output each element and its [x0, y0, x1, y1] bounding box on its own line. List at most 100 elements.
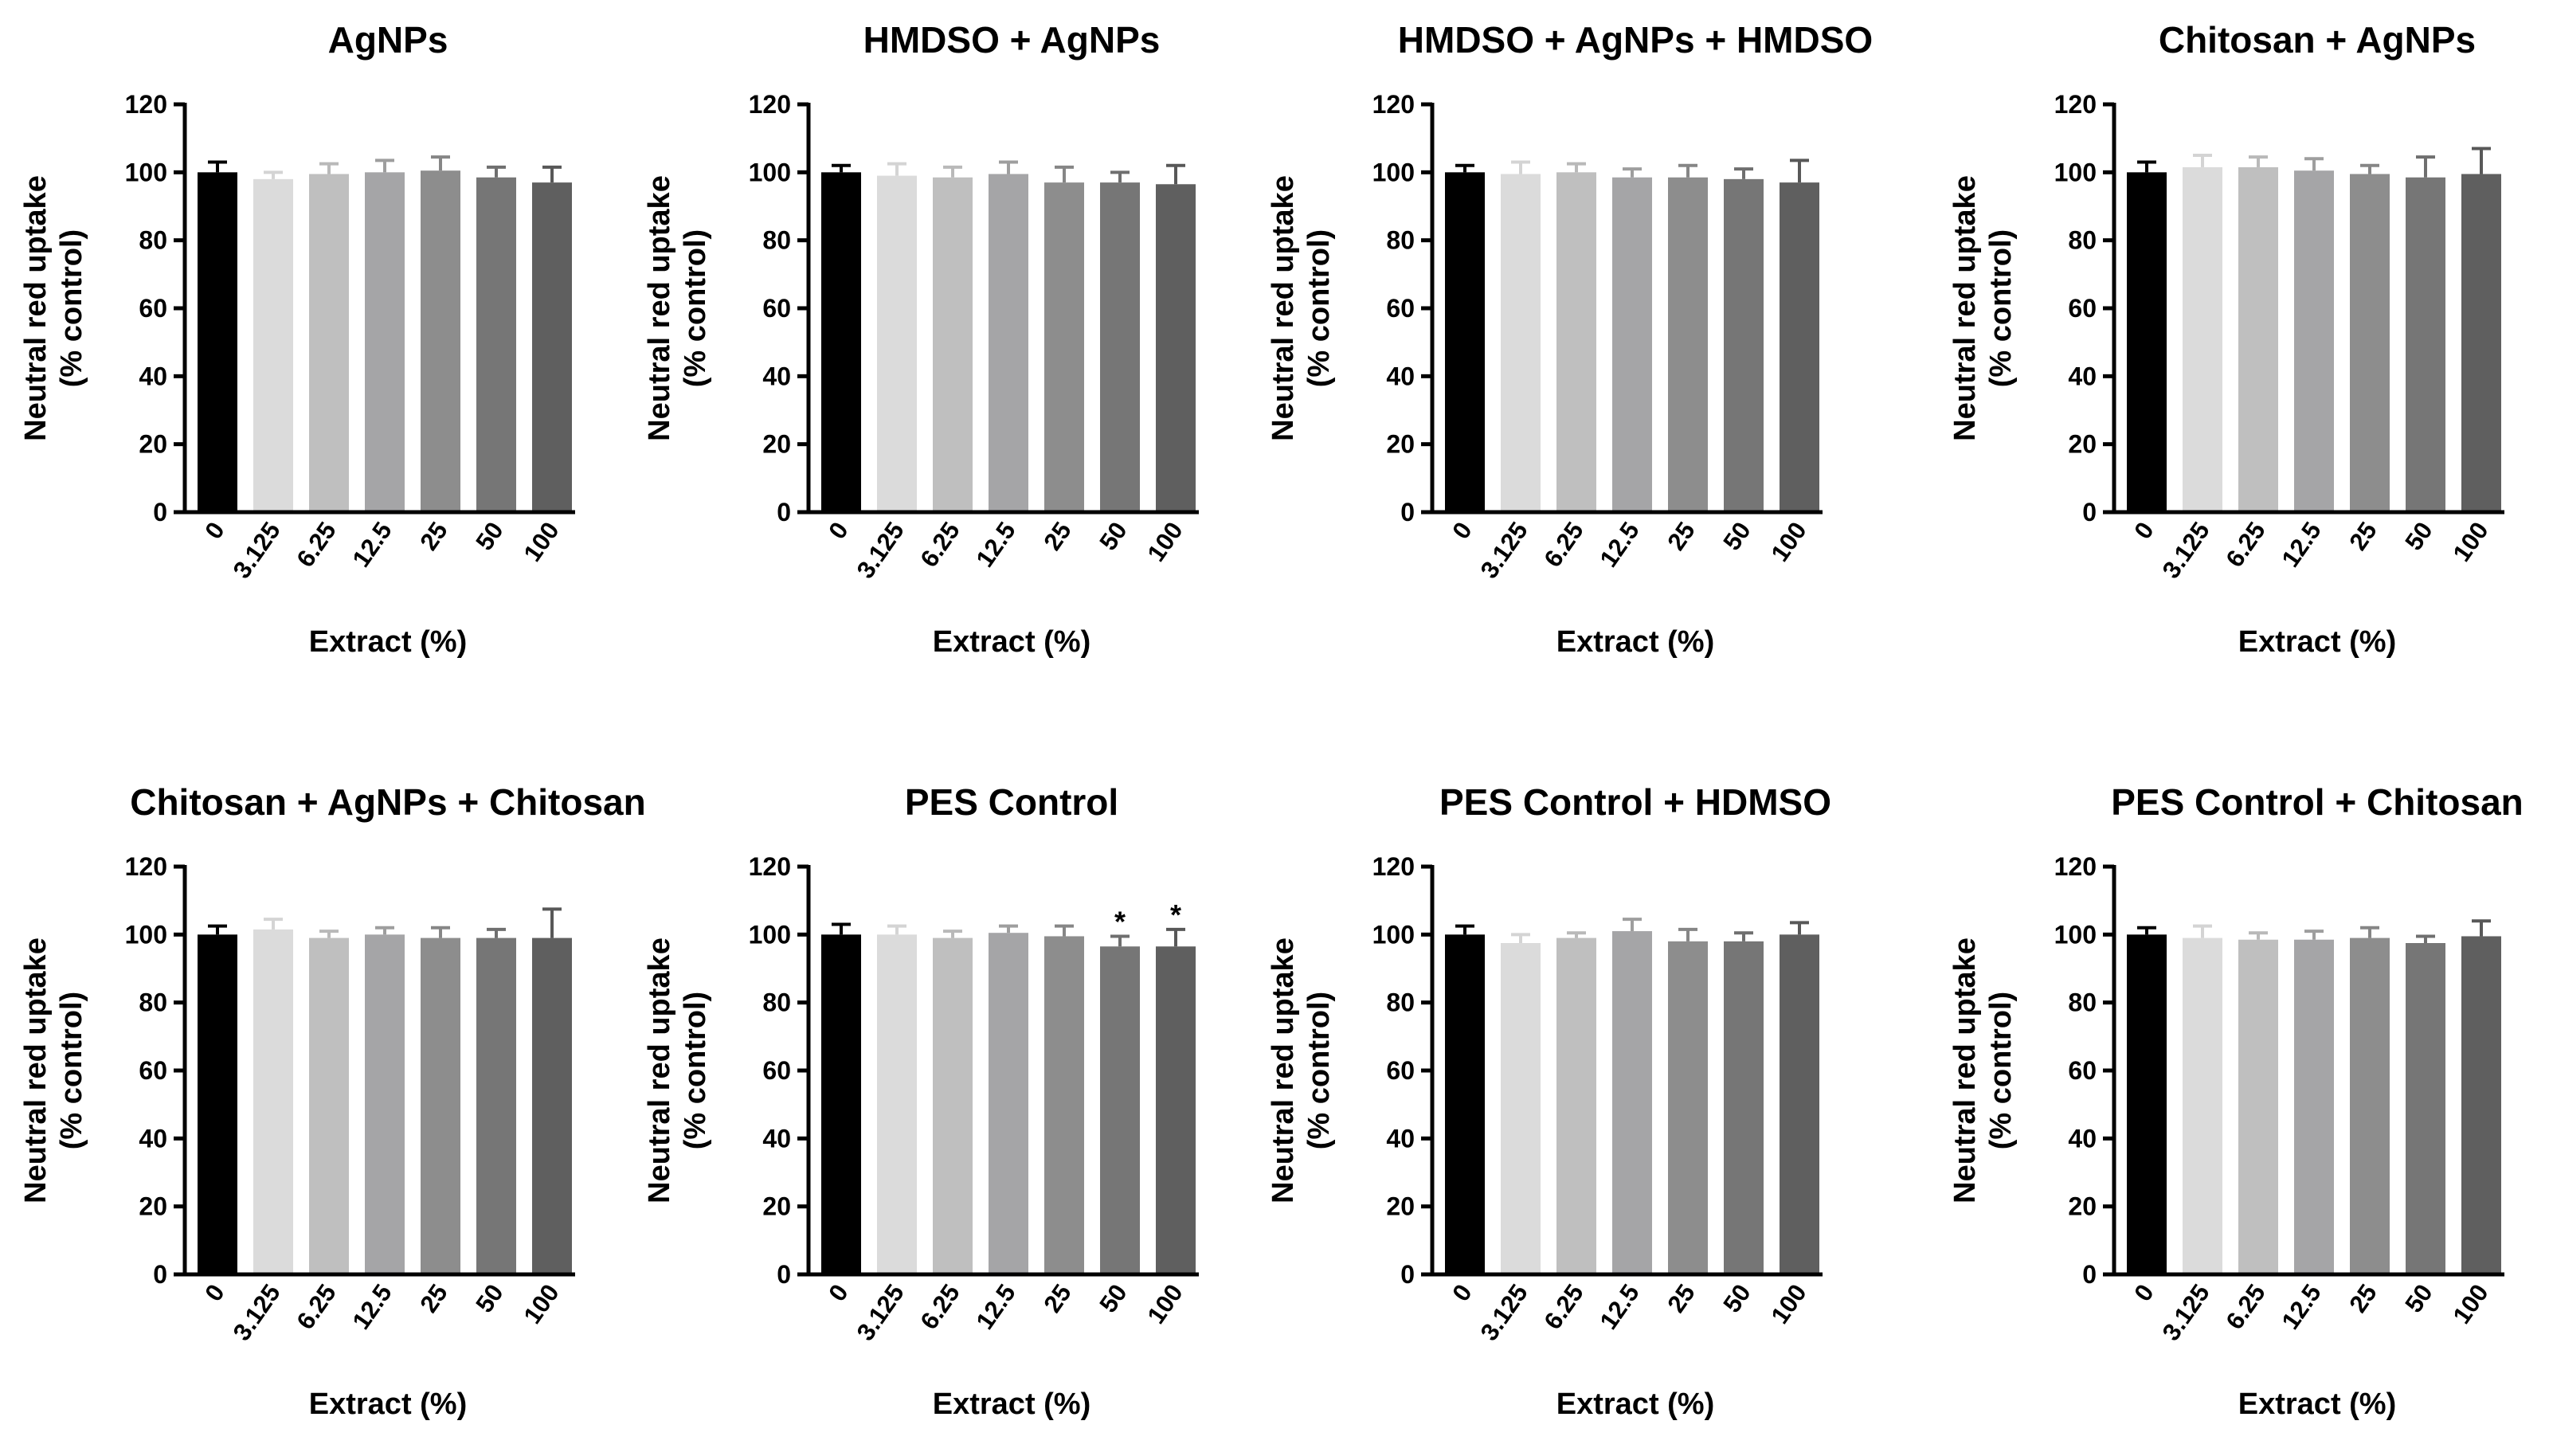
- x-tick-label: 25: [2343, 1279, 2382, 1317]
- bar: [1556, 172, 1596, 513]
- y-tick-label: 80: [2068, 226, 2097, 255]
- x-tick-label: 6.25: [1538, 1279, 1588, 1335]
- y-tick-label: 0: [777, 1260, 791, 1289]
- x-tick-label: 50: [1094, 517, 1132, 555]
- bar: [877, 175, 917, 512]
- x-tick-label: 0: [823, 1279, 854, 1306]
- x-tick-label: 3.125: [2157, 1279, 2215, 1346]
- y-tick-label: 0: [777, 498, 791, 526]
- chart-panel: PES Control Neutral red uptake (% control)…: [643, 781, 1199, 1421]
- y-tick-label: 120: [125, 90, 167, 119]
- y-tick-label: 60: [139, 294, 167, 323]
- x-axis-label: Extract (%): [1556, 625, 1715, 659]
- y-tick-label: 80: [2068, 988, 2097, 1017]
- chart-panel: HMDSO + AgNPs + HMDSO Neutral red uptake(…: [1267, 19, 1873, 659]
- x-axis-label: Extract (%): [2238, 1388, 2397, 1421]
- bar: [1100, 946, 1140, 1274]
- y-tick-label: 0: [1400, 498, 1415, 526]
- chart-title: PES Control: [905, 781, 1118, 823]
- chart-panel: Chitosan + AgNPs Neutral red uptake (% con…: [1948, 19, 2504, 659]
- y-tick-label: 20: [1386, 430, 1415, 459]
- x-tick-label: 0: [199, 517, 230, 544]
- y-tick-label: 100: [749, 158, 791, 186]
- bar: [933, 937, 973, 1274]
- x-tick-label: 6.25: [2220, 1279, 2270, 1335]
- bar: [1156, 946, 1196, 1274]
- y-tick-label: 20: [139, 430, 167, 459]
- bar: [1612, 177, 1652, 512]
- bar: [1445, 172, 1485, 513]
- chart-title: Chitosan + AgNPs + Chitosan: [130, 781, 646, 823]
- x-axis-label: Extract (%): [1556, 1388, 1715, 1421]
- y-axis-label-line2: (% control): [1984, 992, 2018, 1149]
- chart-panel: PES Control + Chitosan Neutral red uptake…: [1948, 781, 2524, 1421]
- y-tick-label: 100: [125, 920, 167, 949]
- bar: [2294, 939, 2334, 1274]
- y-axis-label-line1: Neutral red uptake: [19, 937, 53, 1204]
- y-tick-label: 0: [153, 498, 167, 526]
- bar: [253, 178, 293, 512]
- bar: [821, 934, 861, 1274]
- y-tick-label: 100: [1372, 158, 1415, 186]
- y-tick-label: 80: [762, 226, 791, 255]
- y-tick-label: 80: [1386, 988, 1415, 1017]
- chart-title: HMDSO + AgNPs: [863, 19, 1161, 61]
- x-tick-label: 50: [2399, 517, 2437, 555]
- x-tick-label: 100: [2447, 1279, 2493, 1329]
- x-tick-label: 25: [414, 1279, 452, 1317]
- x-tick-label: 3.125: [228, 1279, 286, 1346]
- x-tick-label: 0: [2128, 1279, 2159, 1306]
- bar: [2406, 943, 2445, 1274]
- x-tick-label: 0: [823, 517, 854, 544]
- y-tick-label: 0: [153, 1260, 167, 1289]
- x-tick-label: 50: [470, 517, 508, 555]
- y-tick-label: 20: [762, 1192, 791, 1221]
- y-tick-label: 0: [1400, 1260, 1415, 1289]
- bar: [532, 182, 572, 512]
- x-tick-label: 25: [414, 517, 452, 555]
- bar: [476, 937, 516, 1274]
- y-axis-label-line1: Neutral red uptake: [643, 175, 676, 441]
- bar: [421, 937, 460, 1274]
- x-axis-label: Extract (%): [309, 1388, 468, 1421]
- x-tick-label: 12.5: [347, 517, 397, 573]
- significance-marker: *: [1170, 898, 1181, 931]
- y-tick-label: 20: [2068, 1192, 2097, 1221]
- bar: [1501, 943, 1541, 1274]
- chart-title: HMDSO + AgNPs + HMDSO: [1398, 19, 1873, 61]
- y-axis-label-line2: (% control): [1984, 229, 2018, 387]
- x-tick-label: 100: [1765, 517, 1811, 566]
- x-tick-label: 6.25: [1538, 517, 1588, 573]
- bar: [476, 177, 516, 512]
- x-tick-label: 3.125: [2157, 517, 2215, 584]
- y-tick-label: 40: [762, 1124, 791, 1153]
- bar: [933, 177, 973, 512]
- y-tick-label: 120: [1372, 90, 1415, 119]
- y-axis-label-line1: Neutral red uptake: [1948, 175, 1982, 441]
- bar: [821, 172, 861, 513]
- y-tick-label: 120: [749, 90, 791, 119]
- x-tick-label: 0: [199, 1279, 230, 1306]
- y-tick-label: 100: [1372, 920, 1415, 949]
- y-tick-label: 80: [762, 988, 791, 1017]
- bar: [1156, 184, 1196, 512]
- bar: [421, 170, 460, 512]
- x-tick-label: 100: [1141, 517, 1188, 566]
- bar: [1780, 934, 1819, 1274]
- x-tick-label: 25: [2343, 517, 2382, 555]
- x-tick-label: 0: [1447, 1279, 1478, 1306]
- y-axis-label-line1: Neutral red uptake: [1267, 937, 1300, 1204]
- x-tick-label: 6.25: [2220, 517, 2270, 573]
- bar: [198, 934, 237, 1274]
- y-tick-label: 40: [762, 362, 791, 390]
- significance-marker: *: [1114, 905, 1126, 937]
- bar: [2183, 937, 2222, 1274]
- bar: [365, 934, 405, 1274]
- y-tick-label: 20: [1386, 1192, 1415, 1221]
- x-tick-label: 100: [2447, 517, 2493, 566]
- x-tick-label: 50: [1717, 517, 1756, 555]
- bar: [2238, 166, 2278, 512]
- y-tick-label: 80: [139, 988, 167, 1017]
- y-axis-label-line1: Neutral red uptake: [643, 937, 676, 1204]
- x-tick-label: 50: [1717, 1279, 1756, 1317]
